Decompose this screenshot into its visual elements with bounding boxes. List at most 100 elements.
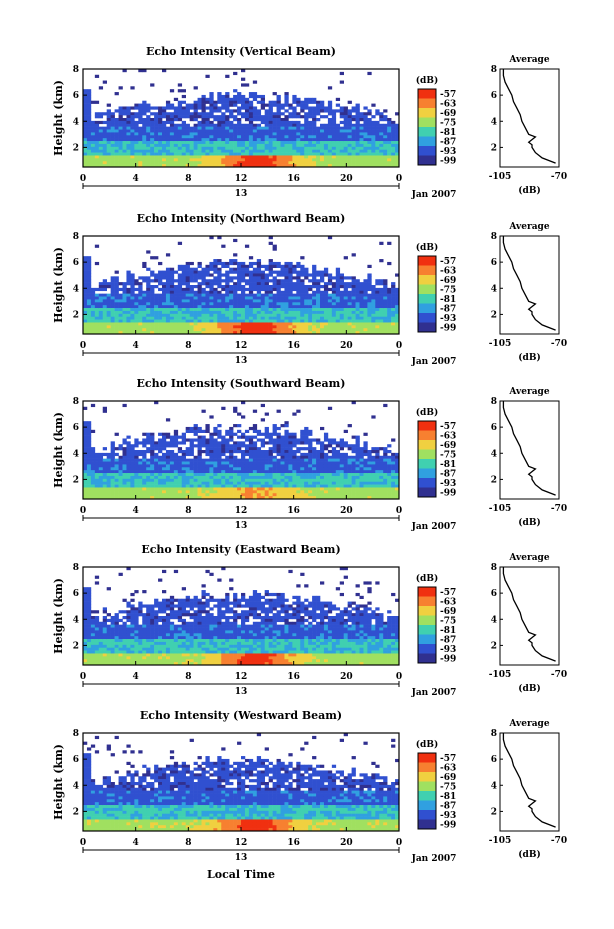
- heatmap-cell: [272, 285, 277, 289]
- heatmap-cell: [209, 273, 214, 277]
- heatmap-cell: [146, 450, 151, 454]
- heatmap-cell: [327, 100, 333, 104]
- heatmap-cell: [106, 299, 111, 303]
- heatmap-cell: [300, 331, 305, 335]
- heatmap-cell: [201, 458, 206, 462]
- heatmap-cell: [304, 441, 309, 445]
- heatmap-cell: [355, 103, 360, 107]
- heatmap-cell: [225, 261, 230, 266]
- heatmap-cell: [272, 146, 277, 151]
- day-label: 13: [235, 356, 248, 366]
- heatmap-cell: [209, 475, 214, 480]
- heatmap-cell: [268, 438, 273, 442]
- heatmap-cell: [185, 299, 190, 303]
- heatmap-cell: [106, 123, 111, 127]
- heatmap-cell: [162, 302, 167, 306]
- heatmap-cell: [371, 302, 376, 306]
- heatmap-cell: [343, 138, 348, 142]
- heatmap-cell: [83, 264, 88, 269]
- heatmap-cell: [292, 412, 297, 416]
- heatmap-cell: [221, 146, 226, 151]
- heatmap-cell: [300, 322, 305, 326]
- heatmap-cell: [316, 161, 321, 165]
- heatmap-cell: [276, 100, 281, 104]
- heatmap-cell: [363, 331, 368, 335]
- heatmap-cell: [387, 316, 392, 320]
- heatmap-cell: [169, 273, 175, 277]
- heatmap-cell: [284, 158, 289, 162]
- heatmap-cell: [241, 331, 246, 335]
- heatmap-cell: [201, 331, 206, 335]
- heatmap-cell: [300, 152, 305, 156]
- heatmap-cell: [189, 444, 194, 448]
- heatmap-cell: [237, 313, 242, 318]
- heatmap-cell: [300, 279, 305, 283]
- heatmap-cell: [162, 496, 167, 500]
- heatmap-cell: [173, 473, 179, 477]
- heatmap-cell: [264, 138, 269, 142]
- heatmap-cell: [102, 112, 107, 116]
- heatmap-cell: [173, 299, 179, 303]
- heatmap-cell: [165, 149, 171, 153]
- heatmap-cell: [260, 273, 265, 277]
- heatmap-cell: [162, 112, 167, 116]
- heatmap-cell: [98, 331, 104, 335]
- heatmap-cell: [158, 331, 163, 335]
- heatmap-cell: [229, 135, 234, 139]
- heatmap-cell: [256, 267, 262, 271]
- heatmap-cell: [201, 435, 206, 439]
- heatmap-cell: [268, 293, 273, 297]
- heatmap-cell: [323, 161, 329, 165]
- heatmap-cell: [327, 487, 333, 491]
- heatmap-cell: [296, 325, 301, 329]
- heatmap-cell: [142, 452, 147, 457]
- heatmap-cell: [158, 484, 163, 488]
- heatmap-cell: [308, 467, 313, 471]
- heatmap-cell: [391, 161, 396, 165]
- heatmap-cell: [339, 325, 344, 329]
- heatmap-cell: [288, 161, 293, 165]
- heatmap-cell: [169, 496, 175, 500]
- heatmap-cell: [110, 112, 115, 116]
- heatmap-cell: [323, 158, 329, 162]
- heatmap-cell: [252, 279, 258, 283]
- heatmap-cell: [169, 103, 175, 107]
- heatmap-cell: [189, 276, 194, 280]
- heatmap-cell: [351, 322, 356, 326]
- heatmap-cell: [162, 152, 167, 156]
- heatmap-cell: [248, 473, 254, 477]
- heatmap-cell: [233, 164, 238, 168]
- heatmap-cell: [185, 475, 190, 480]
- heatmap-cell: [327, 276, 333, 280]
- heatmap-cell: [276, 438, 281, 442]
- heatmap-cell: [205, 152, 210, 156]
- heatmap-cell: [217, 481, 222, 485]
- average-profile-line: [502, 69, 556, 164]
- heatmap-cell: [316, 467, 321, 471]
- heatmap-cell: [272, 296, 277, 300]
- heatmap-cell: [185, 302, 190, 306]
- colorbar-tick-label: -69: [440, 276, 456, 286]
- heatmap-cell: [217, 310, 222, 315]
- heatmap-cell: [118, 293, 123, 297]
- heatmap-cell: [90, 129, 96, 133]
- heatmap-cell: [86, 313, 92, 318]
- heatmap-cell: [83, 299, 88, 303]
- heatmap-cell: [379, 287, 384, 292]
- heatmap-cell: [197, 302, 202, 306]
- heatmap-cell: [134, 458, 139, 462]
- heatmap-cell: [118, 118, 123, 122]
- heatmap-cell: [264, 328, 269, 332]
- heatmap-cell: [118, 464, 123, 468]
- heatmap-cell: [189, 441, 194, 445]
- heatmap-cell: [260, 467, 265, 471]
- heatmap-cell: [264, 467, 269, 471]
- heatmap-cell: [316, 484, 321, 488]
- heatmap-cell: [225, 132, 230, 136]
- heatmap-cell: [260, 293, 265, 297]
- heatmap-cell: [221, 106, 226, 110]
- heatmap-cell: [268, 299, 273, 303]
- heatmap-cell: [395, 141, 400, 145]
- heatmap-cell: [126, 132, 131, 136]
- heatmap-cell: [375, 135, 380, 139]
